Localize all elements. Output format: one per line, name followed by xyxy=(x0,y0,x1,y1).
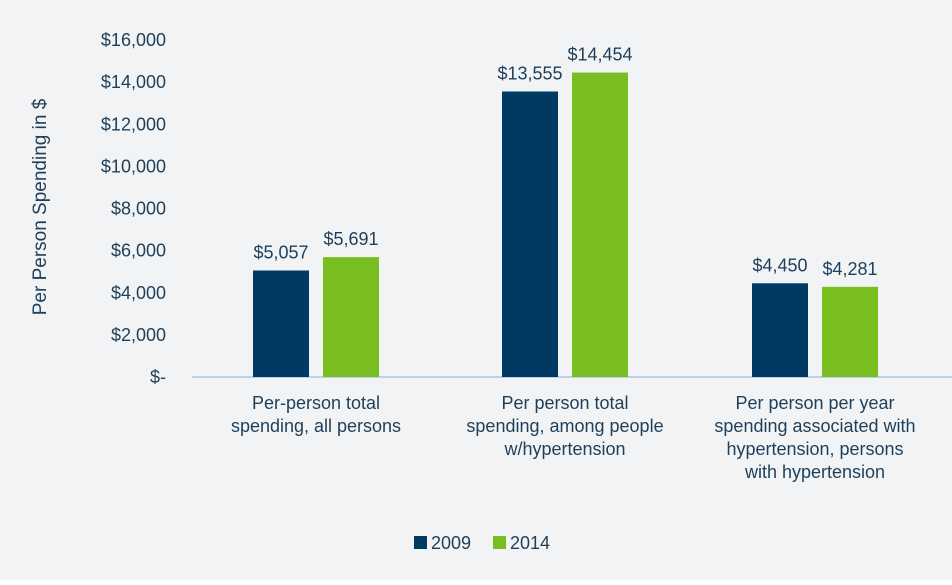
category-label: hypertension, persons xyxy=(726,439,903,459)
bar-2009 xyxy=(502,91,558,378)
y-tick-label: $16,000 xyxy=(101,30,166,50)
y-tick-label: $12,000 xyxy=(101,114,166,134)
y-axis-ticks: $16,000 $14,000 $12,000 $10,000 $8,000 $6,000… xyxy=(101,30,166,387)
bars xyxy=(253,72,878,378)
data-label: $5,057 xyxy=(253,242,308,262)
data-label: $14,454 xyxy=(567,45,632,65)
category-label: w/hypertension xyxy=(503,439,625,459)
category-label: Per person per year xyxy=(735,393,894,413)
y-tick-label: $4,000 xyxy=(111,283,166,303)
data-label: $4,450 xyxy=(752,255,807,275)
y-axis-label: Per Person Spending in $ xyxy=(30,98,51,315)
legend-label: 2014 xyxy=(510,533,550,553)
category-label: Per person total xyxy=(501,393,628,413)
data-label: $13,555 xyxy=(497,63,562,83)
y-tick-label: $6,000 xyxy=(111,241,166,261)
category-labels: Per-person total spending, all persons Per… xyxy=(231,393,916,482)
category-label: spending, all persons xyxy=(231,416,401,436)
data-label: $4,281 xyxy=(822,259,877,279)
y-tick-label: $10,000 xyxy=(101,156,166,176)
legend-swatch-2009 xyxy=(414,536,427,549)
legend: 2009 2014 xyxy=(414,533,550,553)
data-labels: $5,057 $13,555 $4,450 $5,691 $14,454 $4,281 xyxy=(253,45,877,279)
data-label: $5,691 xyxy=(323,229,378,249)
category-label: spending, among people xyxy=(466,416,663,436)
bar-2009 xyxy=(752,283,808,377)
category-label: with hypertension xyxy=(744,462,885,482)
category-label: spending associated with xyxy=(714,416,915,436)
bar-2009 xyxy=(253,270,309,377)
y-tick-label: $2,000 xyxy=(111,325,166,345)
y-tick-label: $- xyxy=(150,367,166,387)
bar-2014 xyxy=(822,286,878,377)
y-tick-label: $14,000 xyxy=(101,72,166,92)
y-tick-label: $8,000 xyxy=(111,199,166,219)
bar-2014 xyxy=(323,257,379,377)
legend-swatch-2014 xyxy=(493,536,506,549)
category-label: Per-person total xyxy=(252,393,380,413)
bar-2014 xyxy=(572,72,628,377)
legend-label: 2009 xyxy=(431,533,471,553)
